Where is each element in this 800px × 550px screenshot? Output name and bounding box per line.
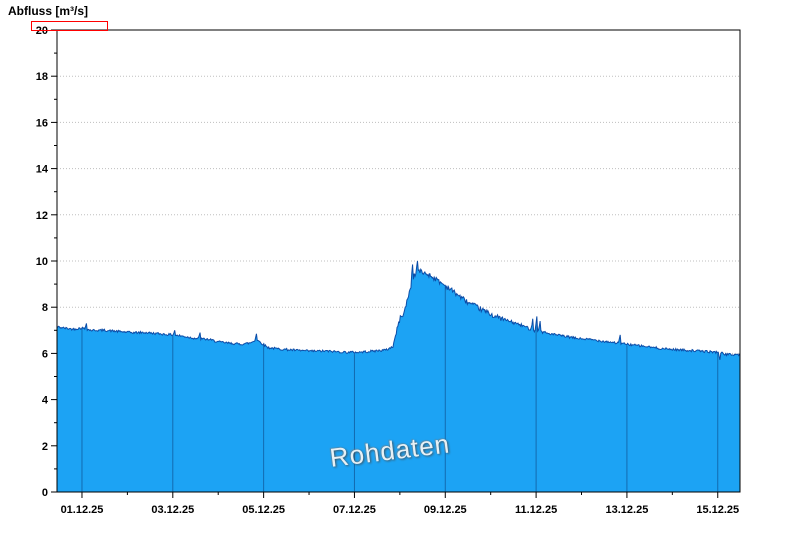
y-tick-label: 10	[36, 256, 48, 268]
discharge-area	[57, 261, 740, 492]
y-tick-label: 12	[36, 210, 48, 222]
x-tick-label: 03.12.25	[151, 504, 194, 516]
discharge-line	[56, 260, 741, 360]
y-tick-label: 14	[36, 164, 49, 176]
x-tick-label: 13.12.25	[606, 504, 649, 516]
x-tick-label: 11.12.25	[515, 504, 557, 516]
y-tick-label: 18	[36, 71, 48, 83]
y-tick-label: 8	[42, 302, 48, 314]
y-tick-label: 4	[42, 395, 49, 407]
x-tick-label: 07.12.25	[333, 504, 376, 516]
y-tick-label: 20	[36, 25, 48, 37]
y-axis-title: Abfluss [m³/s]	[8, 4, 89, 18]
y-tick-label: 16	[36, 117, 48, 129]
y-tick-label: 0	[42, 487, 48, 499]
x-tick-label: 09.12.25	[424, 504, 467, 516]
y-tick-label: 2	[42, 441, 48, 453]
axis-selection-box[interactable]	[31, 21, 108, 31]
x-tick-label: 01.12.25	[61, 504, 104, 516]
y-tick-label: 6	[42, 348, 48, 360]
x-tick-label: 15.12.25	[696, 504, 739, 516]
x-tick-label: 05.12.25	[242, 504, 285, 516]
